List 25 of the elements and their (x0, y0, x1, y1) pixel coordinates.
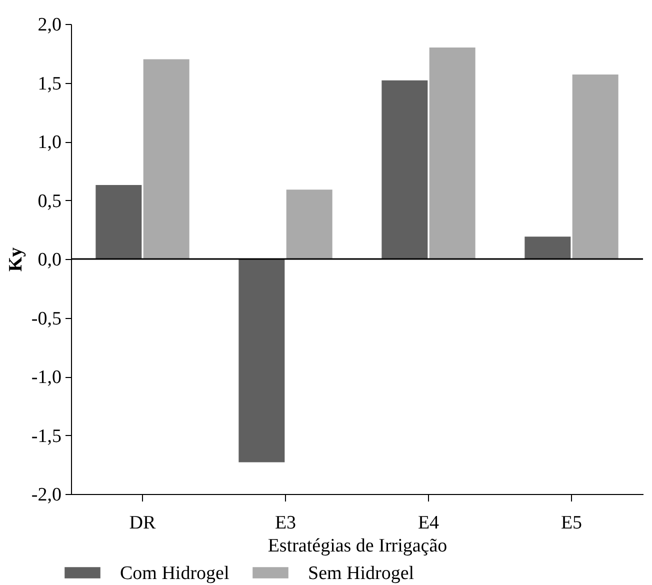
y-tick-label: -1,5 (31, 426, 62, 447)
x-tick-label: E5 (560, 512, 582, 534)
bar (382, 80, 428, 259)
bar (286, 190, 332, 259)
bar (429, 48, 476, 259)
y-tick-label: 1,5 (38, 73, 62, 94)
bar (143, 59, 190, 259)
bar (96, 184, 142, 259)
y-tick-label: 0,5 (38, 190, 62, 212)
y-tick-label: -2,0 (31, 484, 62, 506)
x-tick-label: E3 (274, 512, 296, 534)
y-tick-label: 1,0 (38, 132, 62, 153)
y-tick-label: -0,5 (31, 308, 62, 330)
legend-label: Com Hidrogel (120, 562, 230, 584)
bar (572, 74, 618, 259)
x-tick-label: E4 (418, 512, 440, 534)
legend-label: Sem Hidrogel (308, 562, 414, 584)
x-tick-label: DR (129, 512, 156, 534)
y-tick-label: -1,0 (31, 367, 62, 388)
y-tick-label: 2,0 (38, 14, 62, 36)
bar (238, 259, 285, 462)
bar (524, 236, 571, 259)
y-tick-label: 0,0 (38, 250, 62, 270)
x-axis-title: Estratégias de Irrigação (268, 536, 448, 556)
y-axis-title: Ky (5, 246, 26, 272)
